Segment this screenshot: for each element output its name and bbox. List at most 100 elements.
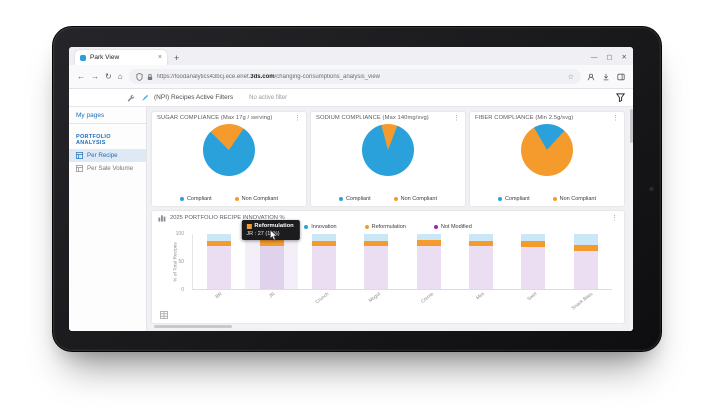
segment-reformulation [573, 245, 598, 251]
back-button[interactable]: ← [77, 71, 85, 81]
legend-label: Non Compliant [559, 196, 597, 202]
sodium-compliance-pie[interactable] [362, 124, 414, 176]
window-controls: — ▢ ✕ [590, 53, 627, 66]
bar-column-jr[interactable]: JR [245, 230, 299, 300]
innovation-bar-chart-card: 2025 PORTFOLIO RECIPE INNOVATION % ⋮ Inn… [152, 211, 624, 323]
segment-reformulation [521, 241, 546, 247]
segment-not-modified [573, 250, 598, 289]
segment-reformulation [207, 240, 232, 247]
cursor-icon [269, 230, 278, 241]
bar-column-creme[interactable]: Creme [403, 234, 455, 305]
pie-legend: Compliant Non Compliant [316, 196, 460, 203]
legend-dot-innovation [304, 225, 309, 229]
segment-not-modified [521, 246, 546, 289]
forward-button[interactable]: → [91, 71, 99, 81]
sidebar-toggle-icon[interactable] [617, 73, 625, 81]
sidebar-my-pages-link[interactable]: My pages [69, 107, 146, 124]
legend-label: Non Compliant [400, 196, 438, 202]
kebab-menu-icon[interactable]: ⋮ [453, 115, 460, 122]
tooltip-series-swatch [246, 223, 252, 229]
dashboard-main: SUGAR COMPLIANCE (Max 17g / serving) ⋮ C… [147, 107, 629, 331]
maximize-button[interactable]: ▢ [606, 53, 613, 61]
kebab-menu-icon[interactable]: ⋮ [294, 115, 301, 122]
bar-column-mini[interactable]: Mini [455, 234, 507, 301]
x-axis-label: Mogul [368, 292, 383, 304]
legend-label: Compliant [504, 196, 530, 202]
horizontal-scrollbar[interactable] [152, 324, 624, 328]
segment-innovation [416, 234, 441, 241]
reload-button[interactable]: ↻ [105, 71, 112, 81]
segment-not-modified [416, 245, 441, 289]
bar-column-br[interactable]: BR [193, 234, 245, 300]
x-axis-label: Crunch [314, 292, 331, 306]
shield-icon [135, 72, 143, 81]
downloads-icon[interactable] [602, 73, 610, 81]
bars-area: BR JR Crunch Mogul Creme Mini Swirl Snack Bites [192, 230, 612, 312]
segment-reformulation [364, 240, 389, 247]
tab-close-icon[interactable]: × [157, 54, 162, 61]
chart-title: 2025 PORTFOLIO RECIPE INNOVATION % [170, 215, 285, 221]
tablet-camera [649, 186, 654, 192]
chart-tooltip: Reformulation JR : 27 (11%) [241, 220, 300, 240]
browser-action-icons [587, 73, 625, 81]
close-button[interactable]: ✕ [621, 53, 627, 61]
kebab-menu-icon[interactable]: ⋮ [612, 115, 619, 122]
filter-status: No active filter [249, 94, 288, 101]
minimize-button[interactable]: — [590, 53, 598, 61]
table-icon [76, 152, 83, 159]
legend-dot-compliant [497, 197, 502, 201]
scrollbar-thumb[interactable] [154, 324, 232, 328]
browser-tab[interactable]: Park View × [75, 50, 167, 65]
bookmark-star-icon[interactable]: ☆ [567, 73, 574, 81]
segment-innovation [521, 234, 546, 242]
y-axis-tick: 0 [181, 287, 184, 293]
bar-plot: % of Total Recipes BR JR Crunch Mogul Creme M… [164, 220, 612, 312]
lock-icon [147, 73, 153, 81]
new-tab-button[interactable]: + [174, 53, 180, 63]
app-toolbar: (NPI) Recipes Active Filters No active f… [69, 89, 633, 107]
sugar-compliance-pie[interactable] [203, 124, 255, 176]
segment-innovation [573, 234, 598, 245]
x-axis-label: Swirl [527, 292, 539, 303]
wrench-icon[interactable] [127, 94, 135, 102]
address-bar[interactable]: https://foodanalytics43bcj.ece.enet. 3ds.… [128, 69, 581, 84]
sidebar-item-per-sale-volume[interactable]: Per Sale Volume [69, 162, 146, 175]
tooltip-series-label: Reformulation [254, 223, 294, 229]
x-axis-label: Creme [420, 292, 435, 305]
sidebar-item-per-recipe[interactable]: Per Recipe [69, 149, 146, 162]
segment-not-modified [364, 246, 389, 289]
bar-column-swirl[interactable]: Swirl [507, 234, 559, 302]
segment-reformulation [416, 240, 441, 246]
y-axis-tick: 100 [175, 231, 184, 237]
filter-funnel-icon[interactable] [616, 93, 625, 102]
sugar-compliance-card: SUGAR COMPLIANCE (Max 17g / serving) ⋮ C… [152, 112, 306, 206]
bar-column-crunch[interactable]: Crunch [298, 234, 350, 305]
data-grid-icon[interactable] [160, 311, 168, 319]
bar-column-snack-bites[interactable]: Snack Bites [560, 234, 612, 312]
bar-column-mogul[interactable]: Mogul [350, 234, 402, 304]
kebab-menu-icon[interactable]: ⋮ [611, 214, 618, 222]
segment-innovation [311, 234, 336, 242]
x-axis-label: JR [268, 292, 276, 300]
legend-label: Reformulation [371, 224, 406, 230]
segment-reformulation [311, 241, 336, 247]
fiber-compliance-pie[interactable] [521, 124, 573, 176]
account-icon[interactable] [587, 73, 595, 81]
app-body: My pages PORTFOLIO ANALYSIS Per Recipe P… [69, 107, 633, 331]
legend-label: Compliant [345, 196, 371, 202]
legend-label: Compliant [186, 196, 212, 202]
home-button[interactable]: ⌂ [117, 71, 123, 81]
legend-dot-reformulation [364, 225, 369, 229]
segment-not-modified [469, 245, 494, 289]
tooltip-value: JR : 27 (11%) [246, 231, 280, 237]
segment-not-modified [259, 246, 284, 289]
fiber-compliance-card: FIBER COMPLIANCE (Min 2.5g/svg) ⋮ Compli… [470, 112, 624, 206]
card-title: SODIUM COMPLIANCE (Max 140mg/svg) [316, 115, 429, 121]
x-axis-label: Mini [475, 292, 486, 302]
vertical-scrollbar[interactable] [629, 107, 633, 331]
pin-icon[interactable] [141, 94, 148, 102]
scrollbar-thumb[interactable] [629, 109, 633, 143]
sidebar: My pages PORTFOLIO ANALYSIS Per Recipe P… [69, 107, 147, 331]
legend-dot-non-compliant [234, 197, 239, 201]
